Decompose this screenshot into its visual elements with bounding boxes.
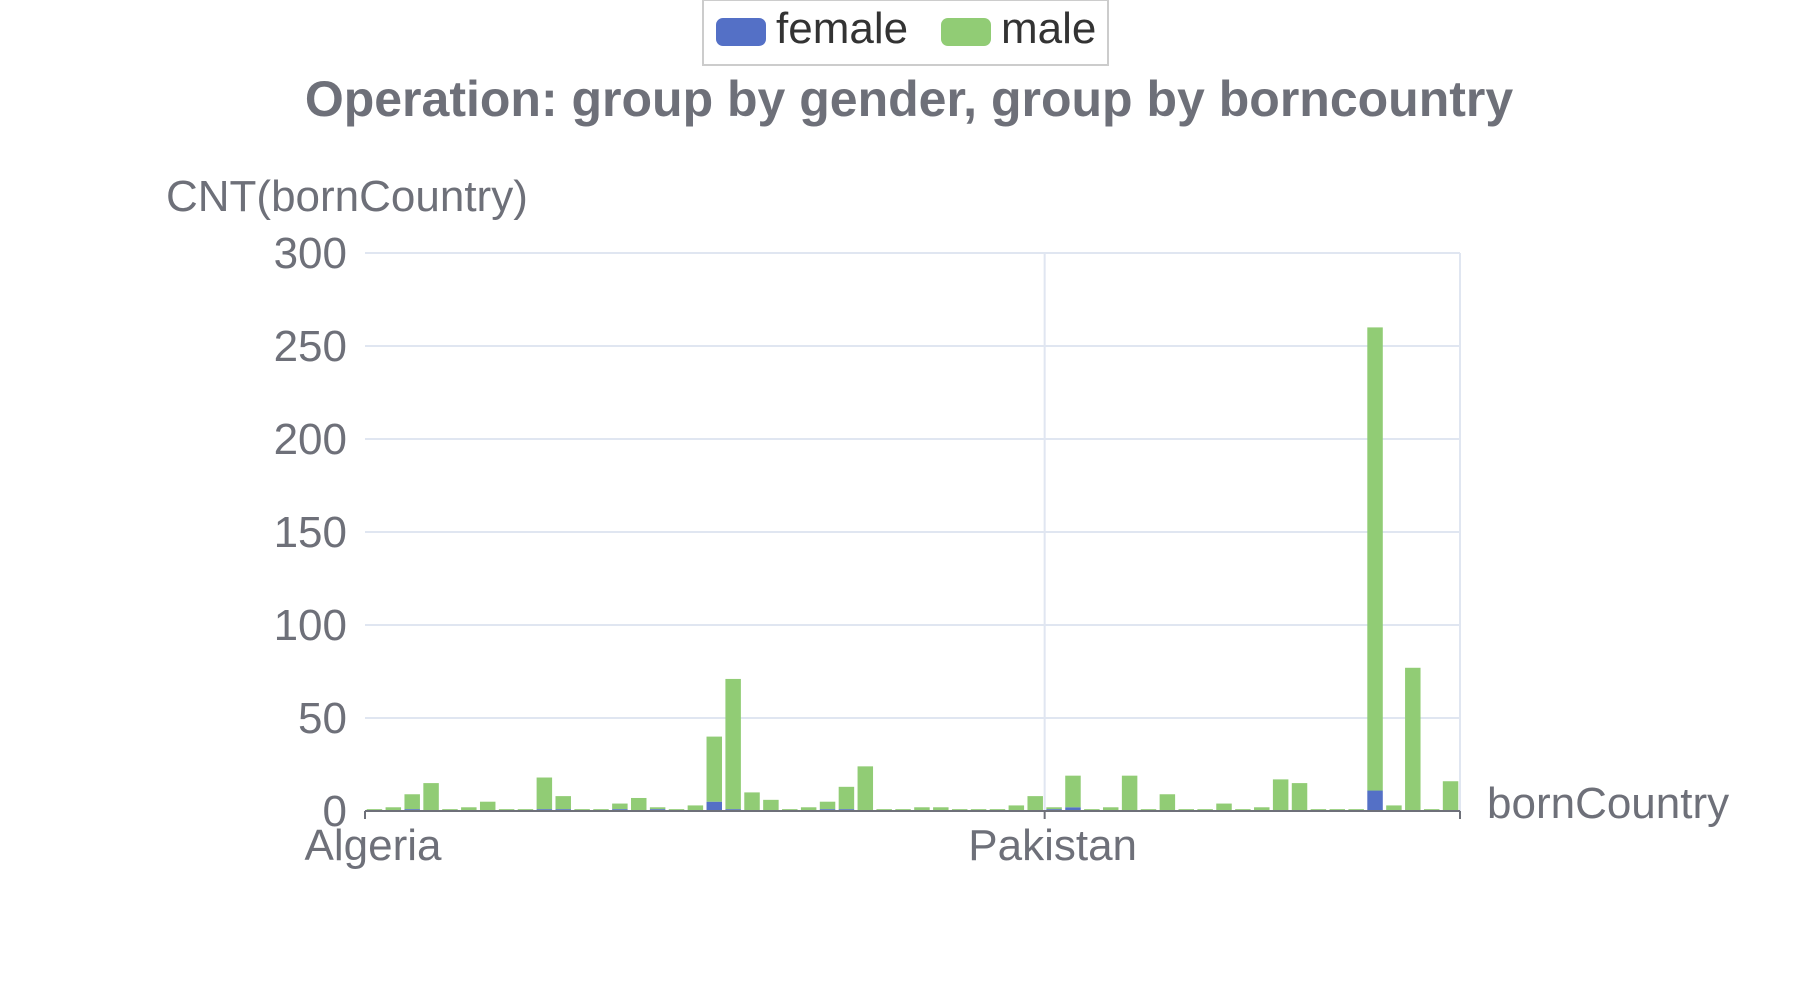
legend-frame (702, 0, 1109, 66)
bar-male[interactable] (1027, 796, 1043, 811)
x-tick-label: Pakistan (968, 821, 1137, 870)
bar-male[interactable] (1291, 783, 1308, 811)
bar-male[interactable] (631, 797, 647, 811)
bar-male[interactable] (612, 803, 628, 810)
bar-male[interactable] (933, 807, 949, 811)
bar-male[interactable] (1102, 807, 1119, 811)
bar-male[interactable] (1386, 805, 1402, 811)
bar-female[interactable] (706, 801, 723, 811)
y-tick-label: 300 (274, 229, 347, 278)
y-tick-label: 0 (323, 787, 347, 836)
bar-male[interactable] (555, 796, 571, 810)
bar-male[interactable] (914, 807, 930, 811)
legend[interactable]: female male (702, 0, 1109, 66)
bar-male[interactable] (819, 801, 836, 810)
bar-male[interactable] (1367, 327, 1383, 791)
x-tick-label: Algeria (305, 821, 442, 870)
bars (366, 327, 1459, 811)
y-tick-label: 200 (274, 415, 347, 464)
bar-female[interactable] (1367, 790, 1383, 811)
bar-male[interactable] (1272, 779, 1289, 811)
bar-male[interactable] (857, 766, 874, 811)
chart-title: Operation: group by gender, group by bor… (305, 71, 1514, 127)
bar-male[interactable] (838, 786, 855, 810)
y-tick-label: 250 (274, 322, 347, 371)
legend-female-label[interactable]: female (776, 4, 908, 53)
axes: 0 50 100 150 200 250 300 Algeria Pakistan (274, 229, 1461, 870)
bar-male[interactable] (536, 777, 553, 810)
bar-male[interactable] (649, 807, 666, 810)
bar-male[interactable] (1008, 805, 1025, 811)
bar-male[interactable] (1121, 775, 1138, 811)
legend-male-swatch[interactable] (941, 18, 991, 46)
bar-male[interactable] (1065, 775, 1081, 808)
bar-male[interactable] (423, 783, 439, 811)
y-tick-label: 100 (274, 601, 347, 650)
bar-male[interactable] (1216, 803, 1232, 811)
bar-male[interactable] (763, 799, 779, 811)
bar-male[interactable] (404, 794, 420, 810)
bar-male[interactable] (1405, 667, 1421, 811)
bar-male[interactable] (744, 792, 760, 811)
bar-male[interactable] (800, 807, 817, 811)
bar-male[interactable] (687, 805, 704, 811)
bar-male[interactable] (479, 801, 496, 811)
legend-male-label[interactable]: male (1001, 4, 1096, 53)
bar-male[interactable] (1159, 794, 1176, 811)
bar-male[interactable] (725, 678, 741, 810)
bar-male[interactable] (1442, 781, 1459, 811)
bar-male[interactable] (1046, 807, 1062, 810)
bar-male[interactable] (1254, 807, 1270, 811)
bar-male[interactable] (385, 807, 402, 811)
bar-female[interactable] (1065, 807, 1081, 811)
grid (365, 252, 1461, 811)
bar-male[interactable] (461, 807, 477, 811)
y-tick-label: 150 (274, 508, 347, 557)
legend-female-swatch[interactable] (716, 18, 766, 46)
y-axis-name: CNT(bornCountry) (166, 172, 528, 221)
x-axis-name: bornCountry (1487, 779, 1729, 828)
bar-male[interactable] (706, 736, 723, 802)
y-tick-label: 50 (298, 694, 347, 743)
